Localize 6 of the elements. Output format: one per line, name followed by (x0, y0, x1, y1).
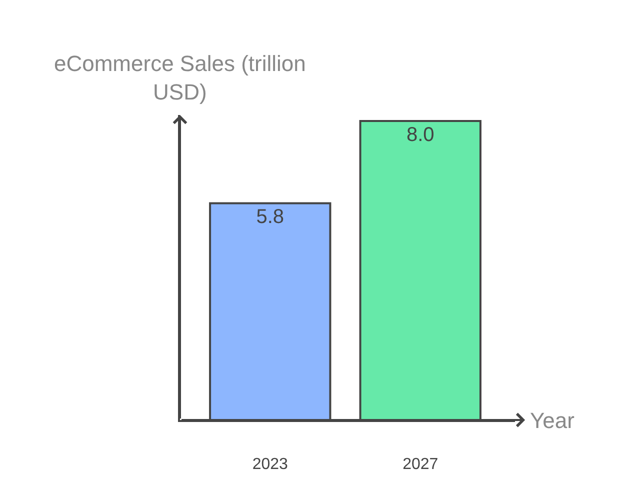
x-tick-label: 2023 (252, 456, 288, 474)
y-axis-title: eCommerce Sales (trillion USD) (54, 51, 306, 105)
data-label: 5.8 (256, 206, 284, 228)
x-tick-label: 2027 (402, 456, 438, 474)
x-axis-title: Year (530, 408, 574, 433)
data-label: 8.0 (406, 124, 434, 146)
